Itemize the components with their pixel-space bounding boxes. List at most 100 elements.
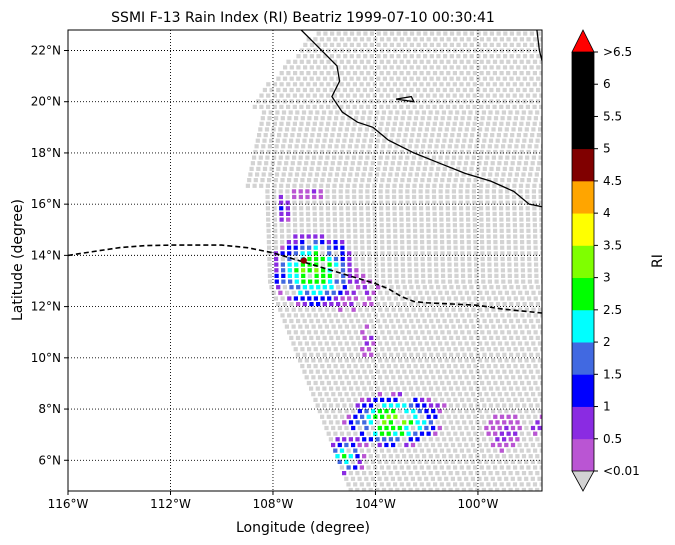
rain-pixel — [530, 425, 536, 431]
swath-pixel — [372, 223, 378, 228]
swath-pixel — [476, 42, 481, 47]
swath-pixel — [520, 268, 525, 273]
swath-pixel — [316, 133, 322, 138]
swath-pixel — [524, 425, 529, 431]
rain-pixel — [344, 459, 349, 464]
swath-pixel — [285, 194, 290, 200]
swath-pixel — [382, 87, 387, 93]
swath-pixel — [499, 223, 504, 228]
rain-pixel — [362, 352, 367, 357]
swath-pixel — [393, 37, 398, 42]
swath-pixel — [515, 352, 520, 357]
swath-pixel — [464, 127, 469, 132]
swath-pixel — [408, 471, 413, 476]
swath-pixel — [409, 166, 414, 171]
swath-pixel — [429, 335, 434, 340]
swath-pixel — [440, 347, 445, 352]
swath-pixel — [435, 471, 440, 476]
swath-pixel — [444, 459, 449, 464]
swath-pixel — [362, 386, 367, 391]
swath-pixel — [409, 42, 414, 47]
swath-pixel — [420, 178, 425, 183]
swath-pixel — [349, 99, 354, 104]
swath-pixel — [320, 330, 325, 335]
swath-pixel — [292, 206, 297, 211]
swath-pixel — [309, 138, 314, 143]
swath-pixel — [420, 330, 425, 335]
swath-pixel — [344, 324, 349, 329]
swath-pixel — [325, 183, 330, 188]
rain-pixel — [280, 251, 285, 256]
swath-pixel — [373, 48, 378, 53]
swath-pixel — [407, 313, 412, 318]
swath-pixel — [289, 65, 294, 70]
swath-pixel — [473, 364, 478, 369]
swath-pixel — [493, 234, 498, 239]
swath-pixel — [382, 138, 387, 143]
swath-pixel — [442, 76, 447, 81]
swath-pixel — [508, 403, 513, 408]
swath-pixel — [318, 341, 323, 346]
swath-pixel — [458, 189, 463, 194]
rain-pixel — [368, 420, 373, 425]
swath-pixel — [412, 104, 417, 109]
swath-pixel — [476, 54, 481, 59]
swath-pixel — [272, 217, 277, 222]
swath-pixel — [478, 194, 483, 200]
swath-pixel — [531, 127, 536, 132]
swath-pixel — [432, 71, 438, 76]
swath-pixel — [446, 121, 451, 126]
swath-pixel — [364, 392, 369, 397]
swath-pixel — [369, 31, 375, 36]
swath-pixel — [511, 127, 516, 132]
rain-pixel — [347, 256, 352, 262]
swath-pixel — [463, 54, 468, 59]
swath-pixel — [332, 104, 337, 109]
swath-pixel — [356, 31, 361, 36]
swath-pixel — [373, 251, 378, 256]
swath-pixel — [356, 42, 361, 47]
swath-pixel — [439, 465, 444, 470]
swath-pixel — [277, 133, 282, 138]
rain-pixel — [510, 425, 516, 431]
swath-pixel — [484, 324, 489, 329]
rain-pixel — [321, 268, 326, 273]
swath-pixel — [369, 138, 374, 143]
swath-pixel — [364, 375, 369, 380]
swath-pixel — [544, 460, 548, 464]
swath-pixel — [404, 307, 409, 312]
swath-pixel — [509, 31, 514, 36]
swath-pixel — [433, 482, 438, 487]
rain-pixel — [493, 431, 498, 436]
swath-pixel — [469, 42, 474, 47]
swath-pixel — [411, 155, 417, 160]
swath-pixel — [448, 138, 454, 143]
swath-pixel — [493, 347, 498, 352]
swath-pixel — [319, 37, 325, 42]
swath-pixel — [399, 82, 404, 87]
swath-pixel — [361, 110, 367, 115]
swath-pixel — [386, 448, 391, 453]
swath-pixel — [322, 318, 327, 324]
swath-pixel — [439, 431, 445, 436]
swath-pixel — [380, 380, 385, 386]
swath-pixel — [396, 87, 401, 93]
swath-pixel — [446, 37, 451, 42]
swath-pixel — [462, 76, 467, 81]
swath-pixel — [470, 161, 475, 166]
swath-pixel — [355, 487, 360, 491]
swath-pixel — [419, 211, 424, 216]
swath-pixel — [300, 178, 305, 183]
swath-pixel — [353, 48, 358, 53]
swath-pixel — [529, 31, 534, 36]
swath-pixel — [444, 324, 449, 329]
swath-pixel — [398, 155, 403, 160]
swath-pixel — [507, 273, 512, 278]
swath-pixel — [337, 375, 343, 380]
swath-pixel — [402, 386, 407, 391]
rain-pixel — [371, 341, 376, 346]
rain-pixel — [318, 194, 323, 200]
swath-pixel — [467, 262, 472, 267]
swath-pixel — [507, 262, 512, 267]
swath-pixel — [508, 487, 513, 491]
